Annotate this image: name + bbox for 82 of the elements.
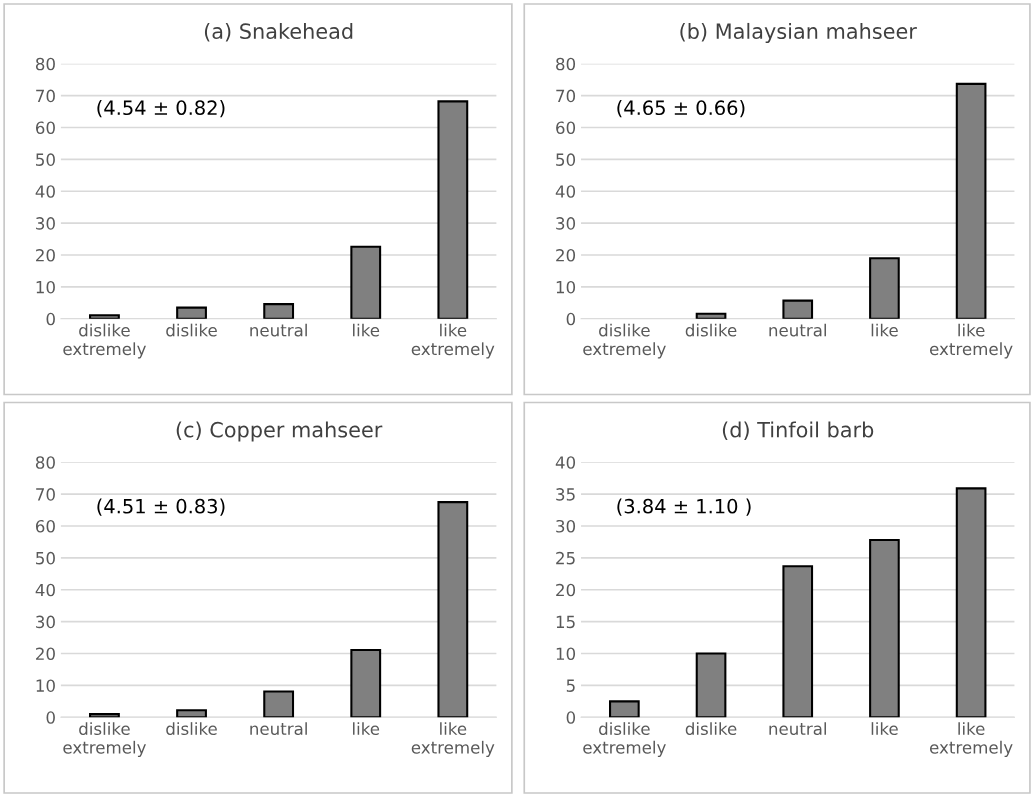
y-tick-label: 50 [36, 551, 55, 565]
bar [176, 306, 207, 319]
chart-title: (a) Snakehead [204, 22, 353, 42]
y-tick-label: 10 [556, 280, 576, 294]
bar [695, 652, 727, 718]
y-tick-label: 30 [36, 615, 55, 629]
bar [869, 539, 900, 718]
bar [609, 700, 640, 718]
chart-title: (b) Malaysian mahseer [680, 22, 917, 44]
y-tick-label: 30 [556, 217, 576, 230]
y-tick-label: 40 [555, 185, 576, 198]
bar [782, 565, 814, 718]
annotation: (4.51 ± 0.83) [97, 498, 225, 516]
y-tick-label: 60 [556, 121, 576, 135]
bar [263, 303, 295, 319]
y-tick-label: 60 [35, 121, 55, 135]
y-tick-label: 10 [36, 679, 55, 692]
y-tick-label: 70 [36, 89, 55, 103]
chart-title: (d) Tinfoil barb [722, 421, 874, 441]
y-tick-label: 70 [556, 89, 576, 103]
x-tick-label: neutral [250, 323, 307, 337]
bar [176, 709, 207, 718]
y-tick-label: 40 [555, 456, 576, 469]
y-tick-label: 20 [36, 647, 55, 661]
x-tick-label: like [871, 722, 898, 736]
x-tick-label: dislike extremely [583, 323, 666, 359]
y-tick-label: 15 [556, 615, 575, 629]
y-tick-label: 70 [36, 488, 55, 501]
y-tick-label: 20 [36, 249, 55, 262]
y-tick-label: 50 [36, 153, 55, 166]
annotation: (4.65 ± 0.66) [617, 100, 745, 118]
y-tick-label: 20 [556, 249, 576, 262]
x-tick-label: like [353, 323, 380, 337]
annotation: (3.84 ± 1.10 ) [617, 498, 751, 516]
chart-title: (c) Copper mahseer [176, 421, 383, 442]
x-tick-label: like [353, 722, 380, 736]
x-tick-label: dislike [685, 323, 737, 337]
y-tick-label: 80 [35, 57, 55, 71]
bar [350, 648, 382, 718]
y-tick-label: 20 [556, 583, 576, 597]
x-tick-label: like extremely [929, 323, 1013, 359]
y-tick-label: 0 [46, 711, 55, 724]
x-tick-label: dislike extremely [63, 323, 146, 359]
bar [869, 257, 900, 319]
y-tick-label: 5 [566, 679, 575, 692]
y-tick-label: 50 [556, 153, 576, 166]
x-tick-label: like extremely [929, 722, 1013, 757]
y-tick-label: 0 [566, 711, 576, 724]
x-tick-label: dislike [166, 323, 217, 337]
x-tick-label: dislike [685, 722, 737, 736]
y-tick-label: 0 [46, 312, 55, 326]
y-tick-label: 10 [36, 280, 55, 294]
bar [89, 713, 120, 718]
x-tick-label: dislike extremely [63, 722, 146, 757]
x-tick-label: dislike extremely [583, 722, 666, 757]
x-tick-label: like extremely [411, 323, 495, 359]
bar [782, 299, 814, 319]
y-tick-label: 35 [556, 488, 575, 501]
bar [955, 82, 987, 319]
y-tick-label: 0 [566, 312, 576, 326]
x-tick-label: like [871, 323, 898, 337]
y-tick-label: 30 [556, 519, 576, 533]
bar [437, 100, 469, 319]
x-tick-label: neutral [769, 323, 826, 337]
x-tick-label: neutral [250, 722, 307, 736]
bar [955, 487, 987, 718]
y-tick-label: 80 [556, 57, 576, 71]
y-tick-label: 10 [556, 647, 576, 661]
y-tick-label: 40 [35, 583, 55, 597]
bar [350, 245, 382, 319]
bar [263, 690, 295, 718]
x-tick-label: neutral [769, 722, 826, 736]
x-tick-label: dislike [166, 722, 217, 736]
y-tick-label: 80 [35, 456, 55, 469]
y-tick-label: 30 [36, 217, 55, 230]
y-tick-label: 25 [556, 551, 575, 565]
bar [89, 314, 120, 319]
bar [437, 501, 469, 718]
y-tick-label: 60 [35, 519, 55, 533]
x-tick-label: like extremely [411, 722, 495, 757]
y-tick-label: 40 [35, 185, 55, 198]
annotation: (4.54 ± 0.82) [97, 100, 225, 118]
